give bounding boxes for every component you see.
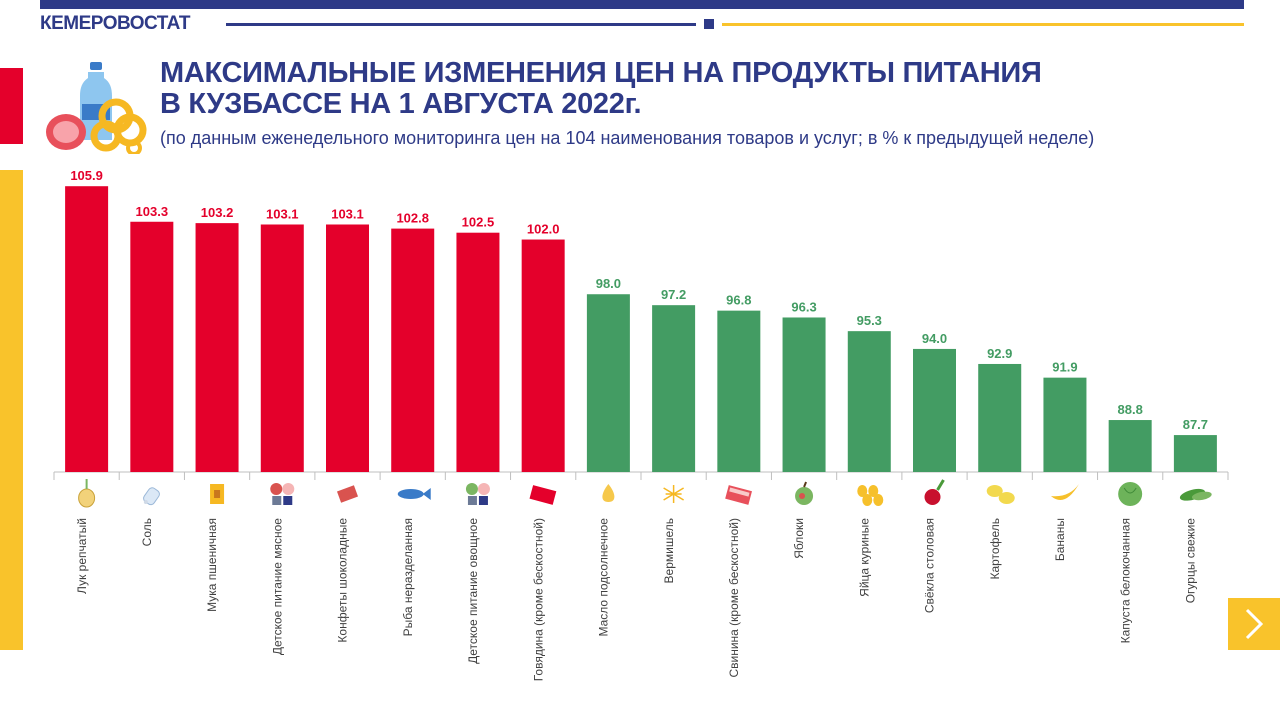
bar — [913, 348, 956, 472]
next-slide-button[interactable] — [1228, 598, 1280, 650]
category-label: Масло подсолнечное — [597, 518, 611, 637]
fish-icon — [397, 488, 431, 500]
bar-value-label: 103.1 — [331, 206, 364, 221]
chocolate-candy-icon — [336, 485, 359, 503]
apple-icon — [795, 481, 814, 505]
bar — [195, 223, 239, 472]
bar-value-label: 105.9 — [70, 168, 103, 183]
vermicelli-icon — [663, 485, 684, 503]
bar — [1108, 420, 1152, 472]
page-title: МАКСИМАЛЬНЫЕ ИЗМЕНЕНИЯ ЦЕН НА ПРОДУКТЫ П… — [160, 58, 1042, 120]
category-label: Бананы — [1053, 518, 1067, 561]
pork-icon — [725, 485, 752, 505]
bar-value-label: 96.8 — [726, 293, 751, 308]
category-label: Рыба неразделанная — [401, 518, 415, 636]
beef-icon — [529, 485, 557, 505]
bar — [782, 317, 826, 472]
category-label: Детское питание мясное — [270, 518, 284, 655]
bar-value-label: 103.1 — [266, 206, 299, 221]
cabbage-icon — [1118, 482, 1143, 506]
category-label: Яйца куриные — [857, 518, 871, 597]
bar — [1043, 377, 1087, 472]
title-line-1: МАКСИМАЛЬНЫЕ ИЗМЕНЕНИЯ ЦЕН НА ПРОДУКТЫ П… — [160, 57, 1042, 89]
bar-value-label: 98.0 — [596, 276, 621, 291]
bar — [326, 224, 369, 472]
baby-food-meat-icon — [270, 483, 295, 505]
category-label: Огурцы свежие — [1184, 518, 1198, 604]
bar-value-label: 96.3 — [791, 299, 816, 314]
baby-food-vegetable-icon — [465, 483, 490, 505]
bar-value-label: 102.8 — [396, 211, 429, 226]
bar-value-label: 91.9 — [1052, 360, 1077, 375]
header-divider-square — [704, 19, 714, 29]
category-label: Конфеты шоколадные — [336, 518, 350, 643]
flour-bag-icon — [210, 484, 225, 504]
bar — [586, 294, 630, 472]
bar-value-label: 94.0 — [922, 331, 947, 346]
bar-value-label: 102.5 — [462, 215, 495, 230]
category-label: Лук репчатый — [75, 518, 89, 594]
bar-value-label: 88.8 — [1118, 402, 1143, 417]
title-line-2: В КУЗБАССЕ НА 1 АВГУСТА 2022г. — [160, 88, 642, 120]
chevron-right-icon — [1245, 608, 1264, 640]
top-bar — [40, 0, 1244, 9]
potato-icon — [986, 485, 1015, 504]
left-accent-yellow — [0, 170, 23, 650]
bar — [978, 363, 1022, 472]
bar — [260, 224, 304, 472]
bar — [456, 232, 500, 472]
banana-icon — [1050, 484, 1079, 500]
category-label: Мука пшеничная — [205, 518, 219, 612]
category-label: Детское питание овощное — [466, 518, 480, 664]
category-label: Свинина (кроме бескостной) — [727, 518, 741, 678]
cucumber-icon — [1179, 488, 1212, 501]
brand-logo-text: КЕМЕРОВОСТАТ — [40, 13, 191, 34]
page-subtitle: (по данным еженедельного мониторинга цен… — [160, 128, 1095, 148]
beetroot-icon — [924, 479, 945, 505]
bar — [1173, 435, 1217, 472]
food-illustration-icon — [46, 62, 147, 154]
category-label: Капуста белокочанная — [1118, 518, 1132, 643]
category-label: Яблоки — [792, 518, 806, 559]
header-divider-blue — [226, 23, 696, 26]
bar-value-label: 97.2 — [661, 287, 686, 302]
category-label: Вермишель — [662, 518, 676, 583]
header-divider-yellow — [722, 23, 1244, 26]
bar — [130, 221, 174, 472]
bar — [521, 239, 565, 472]
salt-shaker-icon — [143, 487, 160, 506]
bar — [847, 331, 891, 472]
bar-value-label: 103.2 — [201, 205, 234, 220]
bar-value-label: 95.3 — [857, 313, 882, 328]
onion-icon — [78, 479, 96, 508]
bar-value-label: 102.0 — [527, 222, 560, 237]
eggs-icon — [857, 485, 884, 506]
bar — [717, 310, 761, 472]
bar — [65, 186, 109, 472]
category-label: Свёкла столовая — [923, 518, 937, 613]
bar — [652, 305, 696, 472]
category-label: Соль — [140, 518, 154, 546]
category-label: Картофель — [988, 518, 1002, 580]
bar-value-label: 103.3 — [136, 204, 169, 219]
left-accent-red — [0, 68, 23, 144]
bar — [391, 228, 435, 472]
bar-value-label: 87.7 — [1183, 417, 1208, 432]
category-label: Говядина (кроме бескостной) — [531, 518, 545, 681]
bar-value-label: 92.9 — [987, 346, 1012, 361]
oil-drop-icon — [602, 484, 615, 502]
